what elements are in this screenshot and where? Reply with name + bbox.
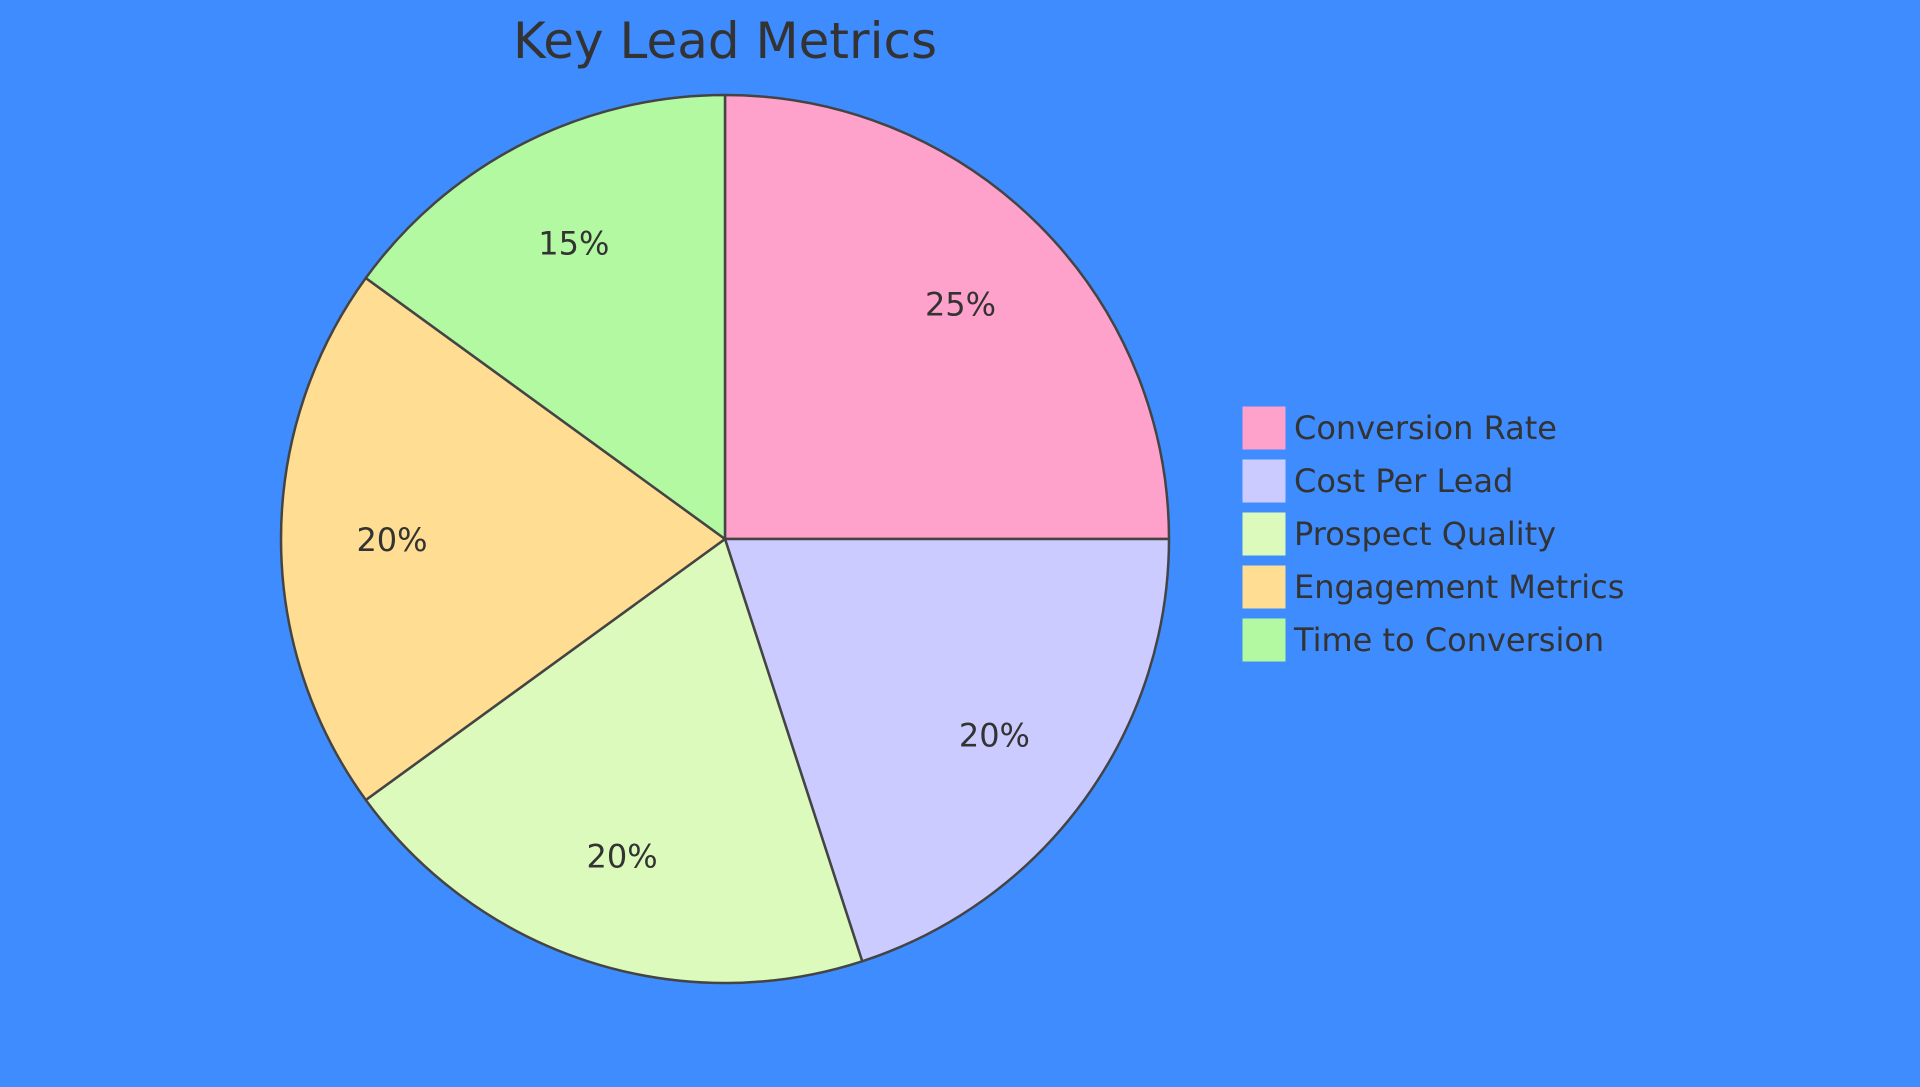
legend-swatch xyxy=(1241,564,1287,610)
slice-value-label: 15% xyxy=(538,224,609,262)
pie-slice xyxy=(723,93,1171,541)
legend-label: Conversion Rate xyxy=(1294,409,1557,447)
slice-value-label: 25% xyxy=(925,286,996,324)
legend-swatch xyxy=(1241,617,1287,663)
legend-swatch xyxy=(1241,511,1287,557)
legend-label: Cost Per Lead xyxy=(1294,462,1513,500)
pie-value-labels: 25% 20% 20% 20% 15% xyxy=(356,224,1030,875)
pie-slice xyxy=(723,537,1171,963)
legend-label: Engagement Metrics xyxy=(1294,568,1624,606)
legend-swatch xyxy=(1241,405,1287,451)
pie-slice xyxy=(279,276,727,802)
slice-value-label: 20% xyxy=(959,717,1030,755)
legend-label: Prospect Quality xyxy=(1294,515,1556,553)
legend: Conversion Rate Cost Per Lead Prospect Qua… xyxy=(1241,405,1624,663)
pie-slice xyxy=(364,93,727,541)
slice-value-label: 20% xyxy=(587,838,658,876)
chart-title: Key Lead Metrics xyxy=(513,12,937,70)
pie-slices xyxy=(279,93,1171,985)
legend-label: Time to Conversion xyxy=(1293,621,1604,659)
legend-swatch xyxy=(1241,458,1287,504)
pie-slice xyxy=(364,537,864,985)
slice-value-label: 20% xyxy=(356,521,427,559)
